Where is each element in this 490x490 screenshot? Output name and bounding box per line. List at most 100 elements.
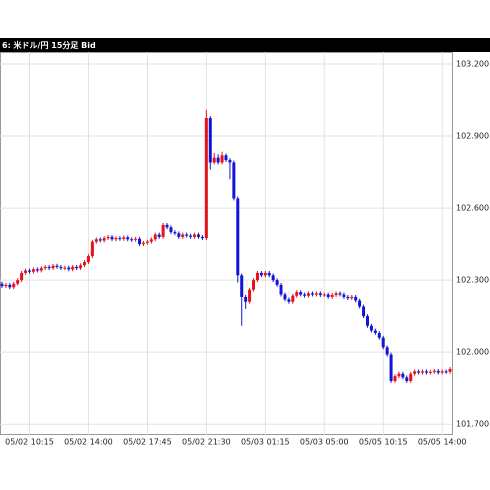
candle-body <box>169 227 173 233</box>
candle-body <box>141 242 145 245</box>
candle-body <box>397 373 401 377</box>
candle-body <box>248 289 252 302</box>
candle-body <box>79 265 83 269</box>
plot-area <box>0 52 453 435</box>
candle-body <box>118 238 122 240</box>
candle-body <box>409 373 413 381</box>
candle-body <box>98 239 102 241</box>
candle-body <box>314 293 318 295</box>
candle-body <box>354 296 358 301</box>
candle-body <box>134 238 138 240</box>
candle-body <box>59 266 63 269</box>
candle-body <box>185 234 189 236</box>
candle-body <box>393 376 397 381</box>
candle-body <box>275 280 279 285</box>
candle-body <box>8 284 12 288</box>
candle-body <box>220 155 224 163</box>
candle-body <box>271 275 275 281</box>
candle-body <box>362 306 366 317</box>
candle-body <box>303 294 307 296</box>
candle-body <box>346 296 350 299</box>
candle-body <box>252 280 256 290</box>
candle-body <box>365 316 369 326</box>
candle-body <box>432 370 436 372</box>
candle-body <box>130 239 134 241</box>
candle-body <box>12 283 16 288</box>
y-tick-label: 101.700 <box>456 420 489 429</box>
x-tick-label: 05/05 10:15 <box>359 438 408 447</box>
candle-body <box>0 283 4 287</box>
candle-body <box>161 224 165 237</box>
candle-body <box>424 371 428 373</box>
candle-body <box>35 269 39 271</box>
candle-body <box>196 234 200 237</box>
candle-body <box>295 292 299 296</box>
candle-body <box>177 233 181 237</box>
candle-body <box>330 295 334 297</box>
candle-body <box>322 294 326 296</box>
candle-body <box>373 330 377 333</box>
candle-body <box>106 236 110 239</box>
candle-body <box>4 284 8 287</box>
candle-body <box>224 155 228 161</box>
candle-body <box>307 293 311 296</box>
candle-body <box>138 238 142 245</box>
y-tick-label: 103.200 <box>456 60 489 69</box>
x-tick-label: 05/02 14:00 <box>64 438 113 447</box>
candle-body <box>405 377 409 381</box>
candle-body <box>342 294 346 297</box>
candle-body <box>326 294 330 297</box>
candle-body <box>153 234 157 240</box>
candle-body <box>240 275 244 297</box>
candle-body <box>232 162 236 199</box>
candle-body <box>417 371 421 373</box>
candle-body <box>31 269 35 272</box>
candle-body <box>193 234 197 237</box>
y-tick-label: 102.000 <box>456 348 489 357</box>
candle-body <box>149 239 153 242</box>
x-tick-label: 05/02 17:45 <box>123 438 172 447</box>
candle-body <box>110 236 114 240</box>
candle-body <box>90 241 94 257</box>
candle-body <box>310 293 314 295</box>
candle-body <box>389 354 393 381</box>
candle-body <box>51 265 55 269</box>
candle-body <box>299 292 303 295</box>
header-bar <box>0 38 490 52</box>
candle-body <box>287 299 291 302</box>
candle-body <box>338 293 342 295</box>
candle-body <box>236 198 240 276</box>
x-tick-label: 05/05 14:00 <box>418 438 467 447</box>
candle-body <box>63 267 67 269</box>
candle-body <box>444 371 448 373</box>
candle-body <box>83 262 87 266</box>
candle-body <box>244 296 248 302</box>
candle-body <box>381 337 385 348</box>
candle-body <box>94 239 98 242</box>
y-tick-label: 102.600 <box>456 204 489 213</box>
candle-body <box>165 224 169 228</box>
candle-body <box>39 268 43 271</box>
candle-body <box>114 238 118 240</box>
candle-body <box>126 237 130 240</box>
candle-body <box>436 370 440 373</box>
candle-body <box>377 332 381 338</box>
candle-body <box>208 118 212 163</box>
candle-body <box>358 300 362 307</box>
x-tick-label: 05/03 05:00 <box>300 438 349 447</box>
candle-body <box>71 266 75 270</box>
candle-body <box>86 256 90 263</box>
y-tick-label: 102.900 <box>456 132 489 141</box>
candle-body <box>255 272 259 281</box>
candle-body <box>228 160 232 163</box>
candle-body <box>75 266 79 269</box>
candle-body <box>283 294 287 300</box>
candle-body <box>421 371 425 373</box>
candle-body <box>440 371 444 373</box>
candle-body <box>157 234 161 237</box>
candle-body <box>67 267 71 270</box>
candle-body <box>145 241 149 243</box>
candle-body <box>200 236 204 239</box>
